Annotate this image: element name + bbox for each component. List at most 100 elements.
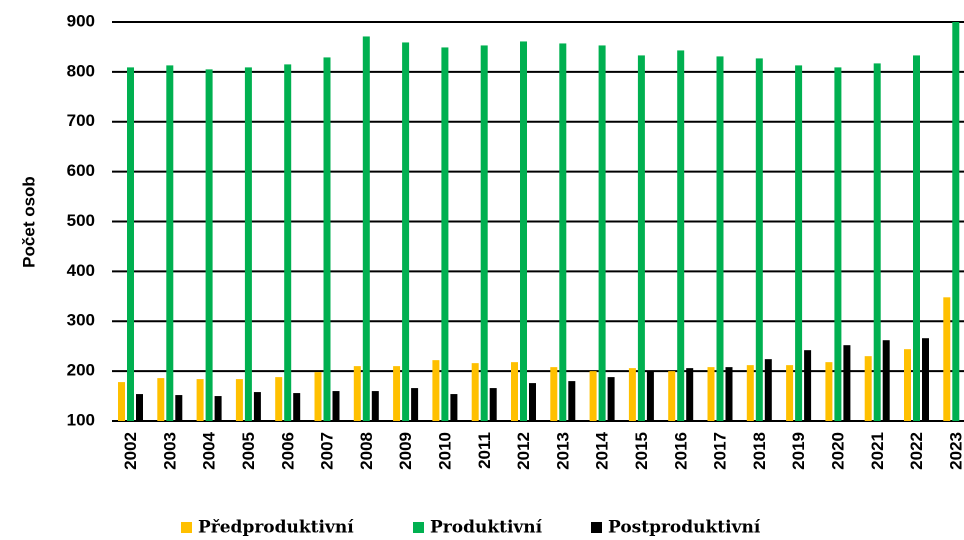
bar bbox=[913, 55, 920, 421]
bar bbox=[677, 50, 685, 422]
bar bbox=[904, 349, 911, 421]
bar bbox=[628, 368, 636, 421]
legend-swatch bbox=[413, 522, 424, 533]
bar bbox=[589, 371, 597, 421]
bar bbox=[118, 382, 125, 421]
x-tick-label: 2019 bbox=[789, 432, 808, 470]
bar bbox=[559, 43, 567, 421]
bar bbox=[725, 367, 733, 421]
x-tick-label: 2013 bbox=[553, 432, 572, 470]
bar bbox=[196, 379, 204, 421]
x-tick-label: 2009 bbox=[396, 432, 415, 470]
x-tick-label: 2018 bbox=[750, 432, 769, 470]
bar bbox=[873, 63, 881, 422]
bar bbox=[686, 368, 694, 421]
legend-label: Produktivní bbox=[430, 518, 543, 538]
bar bbox=[127, 67, 134, 421]
x-tick-label: 2021 bbox=[868, 432, 887, 470]
x-tick-label: 2008 bbox=[357, 432, 376, 470]
bar bbox=[402, 42, 410, 421]
bar bbox=[353, 366, 361, 421]
x-tick-label: 2016 bbox=[671, 432, 690, 470]
bar bbox=[175, 395, 183, 421]
y-tick-label: 200 bbox=[67, 361, 95, 380]
y-tick-label: 600 bbox=[67, 161, 95, 180]
bar bbox=[314, 372, 322, 421]
bar bbox=[253, 392, 261, 421]
y-tick-label: 500 bbox=[67, 211, 95, 230]
legend-label: Postproduktivní bbox=[608, 518, 761, 538]
bar bbox=[441, 47, 449, 421]
x-tick-label: 2020 bbox=[829, 432, 848, 470]
bar bbox=[668, 371, 676, 421]
x-tick-label: 2007 bbox=[318, 432, 337, 470]
bar bbox=[275, 377, 283, 421]
bar bbox=[471, 363, 479, 421]
bar bbox=[755, 58, 763, 421]
bar bbox=[393, 366, 401, 421]
x-tick-label: 2004 bbox=[200, 431, 219, 469]
bar bbox=[843, 345, 851, 421]
bar bbox=[166, 65, 174, 422]
x-tick-label: 2011 bbox=[475, 432, 494, 469]
bar bbox=[511, 362, 518, 421]
x-tick-label: 2015 bbox=[632, 432, 651, 470]
bar bbox=[323, 57, 331, 421]
bar bbox=[371, 391, 379, 421]
bar bbox=[746, 365, 754, 421]
y-tick-label: 700 bbox=[67, 111, 95, 130]
bar bbox=[136, 394, 143, 421]
x-tick-label: 2005 bbox=[239, 432, 258, 470]
bar bbox=[804, 350, 812, 421]
x-tick-label: 2014 bbox=[593, 431, 612, 469]
bar bbox=[795, 65, 803, 422]
bar bbox=[520, 41, 527, 422]
bar bbox=[235, 379, 243, 421]
bar bbox=[607, 377, 615, 421]
legend-swatch bbox=[181, 522, 192, 533]
y-axis-label: Počet osob bbox=[19, 176, 38, 268]
bar bbox=[952, 22, 960, 421]
y-tick-label: 800 bbox=[67, 61, 95, 80]
x-tick-label: 2006 bbox=[278, 432, 297, 470]
bar bbox=[882, 340, 890, 421]
y-tick-label: 400 bbox=[67, 261, 95, 280]
bar bbox=[293, 393, 301, 421]
bar bbox=[716, 56, 724, 421]
legend-swatch bbox=[591, 522, 602, 533]
x-tick-label: 2003 bbox=[160, 432, 179, 470]
bar bbox=[568, 381, 576, 421]
bar bbox=[432, 360, 440, 421]
x-tick-label: 2022 bbox=[907, 432, 926, 470]
x-tick-label: 2023 bbox=[946, 432, 964, 470]
bar bbox=[922, 338, 929, 421]
bar bbox=[764, 359, 772, 421]
y-tick-label: 100 bbox=[67, 410, 95, 429]
bar bbox=[157, 378, 165, 421]
x-tick-label: 2002 bbox=[121, 432, 140, 470]
bar bbox=[786, 365, 794, 421]
bar bbox=[646, 371, 654, 421]
bar bbox=[205, 69, 213, 421]
bar bbox=[480, 45, 488, 421]
legend-label: Předproduktivní bbox=[198, 518, 354, 538]
bar bbox=[529, 383, 536, 421]
bar bbox=[450, 394, 458, 421]
bar bbox=[214, 396, 222, 421]
bar bbox=[834, 67, 842, 421]
bar bbox=[244, 67, 252, 421]
bar bbox=[825, 362, 833, 421]
x-tick-label: 2012 bbox=[514, 432, 533, 470]
bar bbox=[598, 45, 606, 421]
y-tick-label: 900 bbox=[67, 11, 95, 30]
x-tick-label: 2017 bbox=[711, 432, 730, 470]
bar bbox=[284, 64, 292, 422]
x-tick-label: 2010 bbox=[436, 432, 455, 470]
y-tick-label: 300 bbox=[67, 311, 95, 330]
bar bbox=[332, 391, 340, 421]
bar bbox=[489, 388, 497, 421]
bar bbox=[707, 367, 715, 421]
bar bbox=[550, 367, 558, 421]
bar bbox=[637, 55, 645, 421]
